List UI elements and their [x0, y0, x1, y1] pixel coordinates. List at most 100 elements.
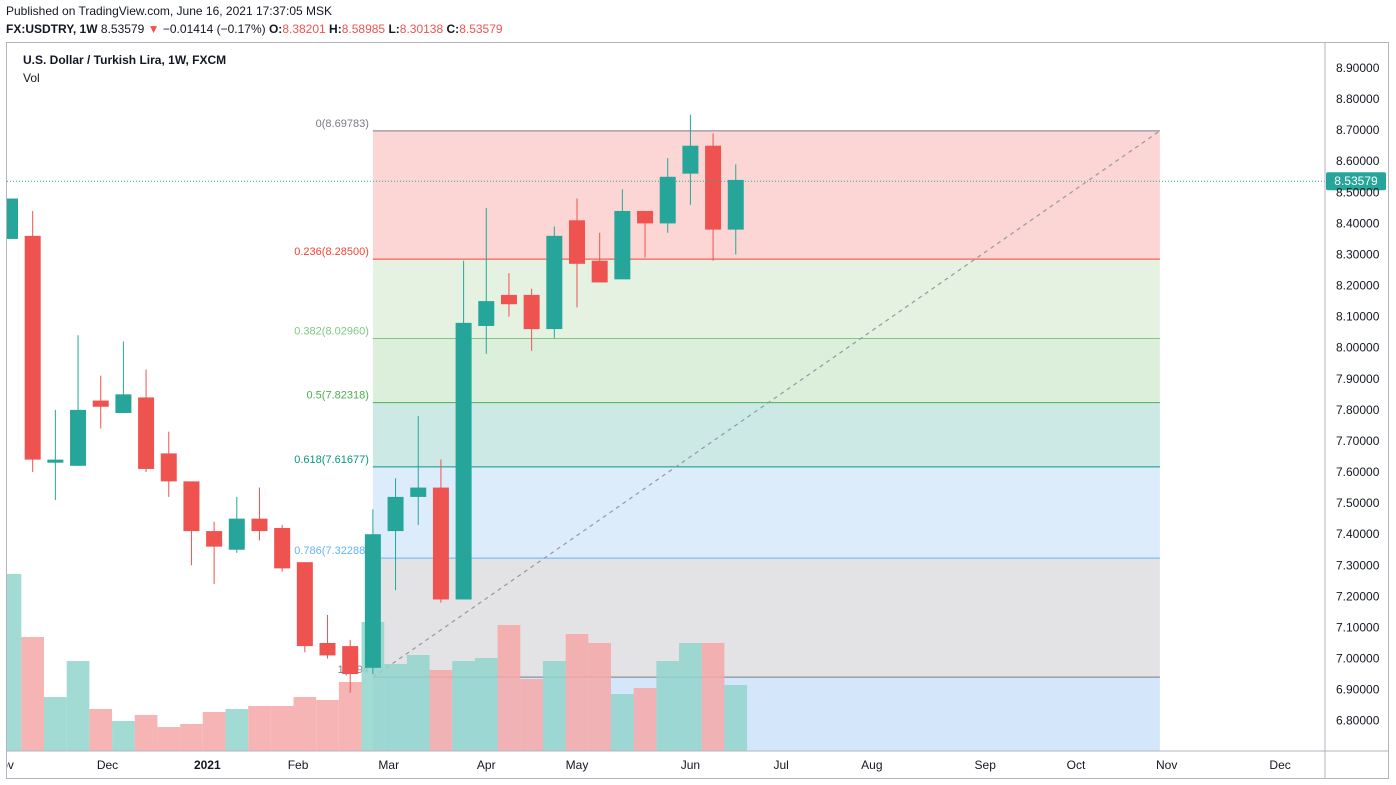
- ohlc-header: FX:USDTRY, 1W 8.53579 ▼ −0.01414 (−0.17%…: [6, 22, 503, 36]
- volume-bar: [180, 724, 203, 751]
- fib-level-label: 0.236(8.28500): [294, 246, 369, 258]
- price-tick-label: 8.80000: [1336, 92, 1380, 106]
- candle-body: [92, 400, 109, 407]
- volume-bar: [633, 688, 657, 751]
- candle-body: [342, 646, 359, 675]
- high-value: 8.58985: [341, 22, 386, 36]
- volume-bar: [474, 658, 498, 751]
- price-tick-label: 7.90000: [1336, 372, 1380, 386]
- volume-bar: [679, 643, 702, 751]
- volume-bar: [225, 709, 249, 751]
- chart-frame[interactable]: 0(8.69783) 0.236(8.28500) 0.382(8.02960) 0.…: [6, 42, 1389, 779]
- price-chart[interactable]: 0(8.69783) 0.236(8.28500) 0.382(8.02960) 0.…: [7, 43, 1388, 778]
- down-arrow-icon: ▼: [147, 22, 160, 36]
- volume-bar: [248, 706, 271, 751]
- candle-body: [614, 210, 631, 280]
- price-tick-label: 8.40000: [1336, 216, 1380, 230]
- price-tick-label: 8.00000: [1336, 341, 1380, 355]
- price-tick-label: 8.90000: [1336, 61, 1380, 75]
- candle-body: [705, 145, 722, 230]
- time-tick-label: Jun: [681, 758, 700, 772]
- volume-bars: [7, 574, 748, 751]
- fib-level-label: 0.382(8.02960): [294, 326, 369, 338]
- price-tick-label: 8.30000: [1336, 247, 1380, 261]
- fib-level-label: 0.5(7.82318): [306, 390, 368, 402]
- candle-body: [682, 145, 699, 174]
- candle-body: [160, 453, 177, 482]
- price-tick-label: 7.30000: [1336, 558, 1380, 572]
- axes: 8.53579 8.90000 8.80000 8.70000 8.60000 8.500…: [7, 43, 1388, 778]
- candle-body: [206, 531, 223, 547]
- high-label: H:: [329, 22, 342, 36]
- price-tick-label: 7.70000: [1336, 434, 1380, 448]
- volume-bar: [134, 715, 158, 751]
- volume-bar: [7, 574, 22, 751]
- volume-bar: [406, 655, 430, 751]
- candle-body: [410, 487, 427, 497]
- low-label: L:: [388, 22, 400, 36]
- fibonacci-retracement: 0(8.69783) 0.236(8.28500) 0.382(8.02960) 0.…: [294, 118, 1161, 751]
- candle-body: [387, 496, 404, 532]
- candle-body: [70, 409, 87, 466]
- volume-bar: [497, 625, 521, 751]
- time-tick-label: 2021: [194, 758, 221, 772]
- open-label: O:: [268, 22, 283, 36]
- volume-bar: [565, 634, 589, 751]
- price-tick-label: 7.40000: [1336, 527, 1380, 541]
- volume-bar: [429, 670, 453, 751]
- volume-bar: [293, 697, 317, 751]
- time-tick-label: Nov: [1156, 758, 1177, 772]
- candle-body: [24, 235, 41, 460]
- price-tick-label: 8.70000: [1336, 123, 1380, 137]
- volume-bar: [588, 643, 612, 751]
- price-tick-label: 7.50000: [1336, 496, 1380, 510]
- candle-body: [115, 394, 132, 413]
- volume-bar: [542, 661, 566, 751]
- candle-body: [523, 294, 540, 330]
- published-header: Published on TradingView.com, June 16, 2…: [6, 4, 332, 18]
- volume-bar: [338, 682, 362, 751]
- fib-level-label: 0.786(7.32288): [294, 545, 369, 557]
- price-tick-label: 8.10000: [1336, 310, 1380, 324]
- volume-bar: [724, 685, 748, 751]
- candles: [7, 114, 744, 693]
- candle-body: [228, 518, 245, 550]
- volume-bar: [202, 712, 226, 751]
- price-tick-label: 7.60000: [1336, 465, 1380, 479]
- volume-legend: Vol: [23, 71, 40, 85]
- candle-body: [478, 301, 495, 326]
- volume-bar: [611, 694, 634, 751]
- fib-level-label: 0(8.69783): [316, 118, 369, 130]
- candle-body: [138, 397, 155, 469]
- time-tick-label: Dec: [97, 758, 118, 772]
- candle-body: [500, 294, 517, 305]
- time-tick-label: May: [566, 758, 589, 772]
- fib-level-label: 0.618(7.61677): [294, 454, 369, 466]
- candle-body: [47, 459, 64, 463]
- fib-zone: [372, 259, 1160, 339]
- time-tick-label: Apr: [477, 758, 496, 772]
- time-tick-label: Sep: [975, 758, 997, 772]
- candle-body: [251, 518, 268, 532]
- last-price-tag-label: 8.53579: [1334, 174, 1378, 188]
- candle-body: [364, 534, 381, 668]
- fib-zone: [372, 466, 1160, 559]
- candle-body: [7, 198, 18, 239]
- volume-bar: [384, 664, 407, 751]
- volume-bar: [520, 679, 543, 751]
- volume-bar: [656, 661, 680, 751]
- change-value: −0.01414 (−0.17%): [162, 22, 266, 36]
- time-tick-label: Jul: [773, 758, 788, 772]
- candle-body: [591, 260, 608, 283]
- candle-body: [296, 562, 313, 647]
- volume-bar: [316, 700, 339, 751]
- candle-body: [319, 642, 336, 656]
- candle-body: [432, 487, 449, 600]
- volume-bar: [89, 709, 113, 751]
- volume-bar: [452, 661, 475, 751]
- candle-body: [637, 210, 654, 224]
- volume-bar: [21, 637, 45, 751]
- candle-body: [727, 179, 744, 230]
- time-tick-label: Feb: [288, 758, 309, 772]
- price-tick-label: 7.00000: [1336, 652, 1380, 666]
